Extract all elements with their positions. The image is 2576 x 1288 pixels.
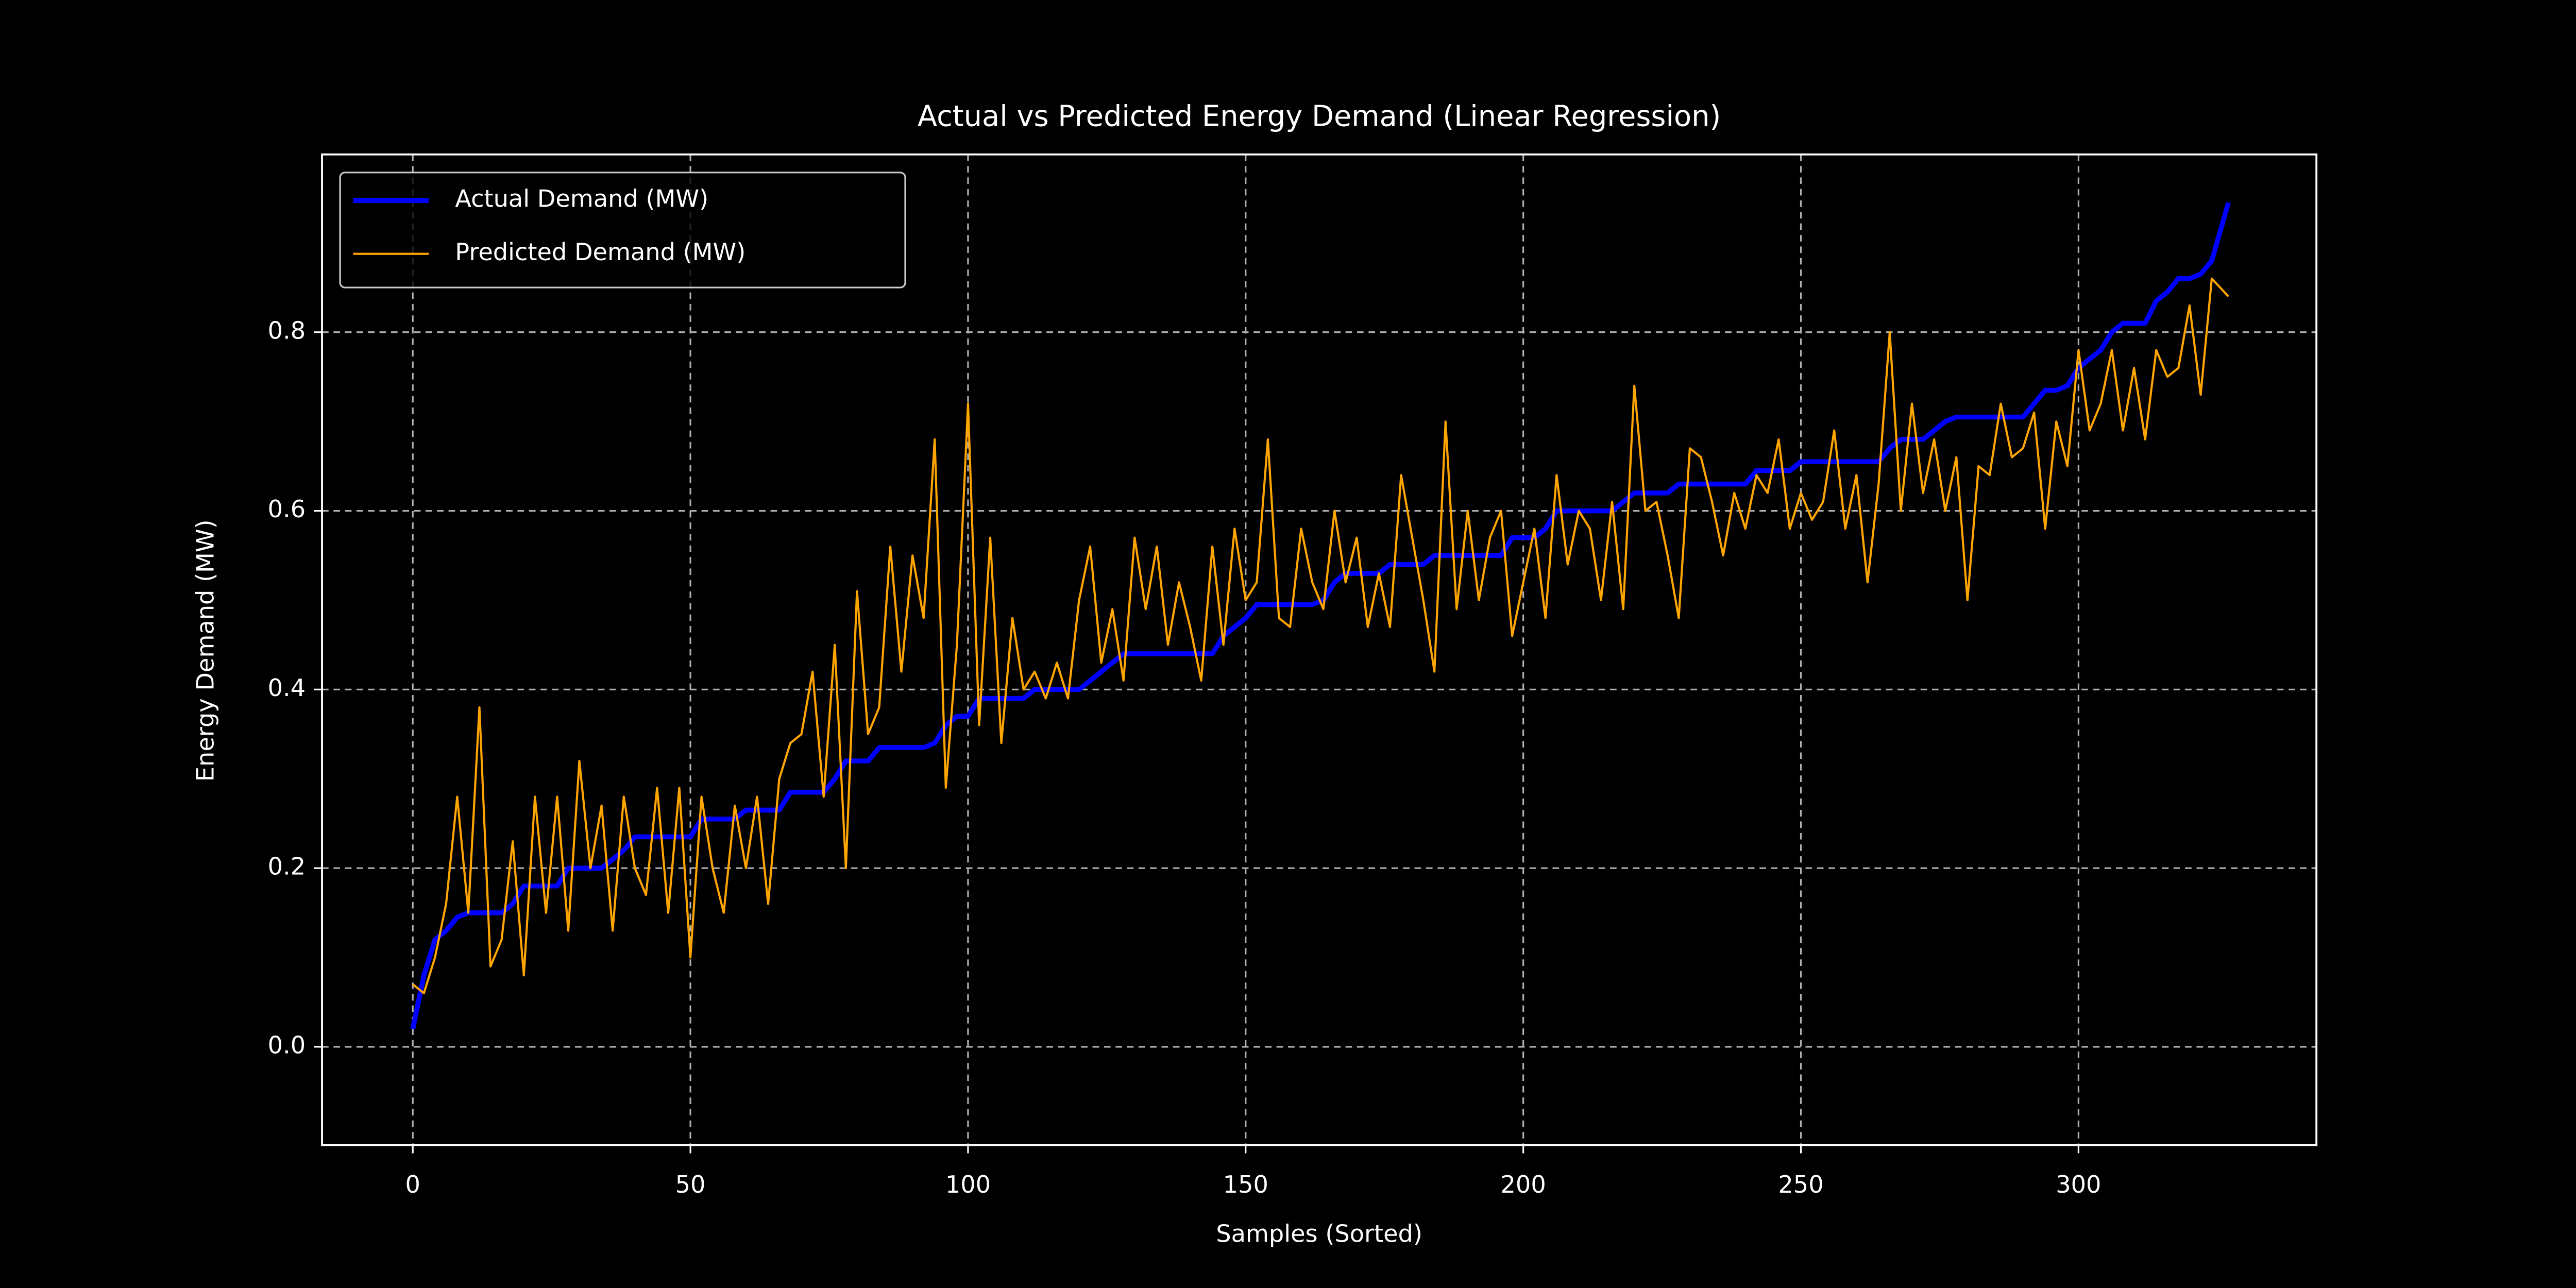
x-tick-label: 100 [945, 1171, 991, 1198]
x-tick-label: 0 [405, 1171, 420, 1198]
y-tick-label: 0.4 [268, 674, 306, 702]
x-tick-label: 200 [1501, 1171, 1546, 1198]
x-tick-label: 150 [1223, 1171, 1268, 1198]
legend-box [339, 172, 906, 289]
y-tick-label: 0.2 [268, 853, 306, 880]
chart-title: Actual vs Predicted Energy Demand (Linea… [918, 100, 1721, 133]
y-tick-label: 0.8 [268, 316, 306, 344]
y-axis-label: Energy Demand (MW) [191, 519, 219, 782]
y-tick-label: 0.6 [268, 495, 306, 523]
x-axis-label: Samples (Sorted) [1216, 1219, 1422, 1247]
legend: Actual Demand (MW) Predicted Demand (MW) [339, 172, 906, 289]
data-line [410, 202, 2231, 1030]
x-tick-label: 50 [675, 1171, 706, 1198]
x-tick-label: 300 [2056, 1171, 2101, 1198]
legend-label: Predicted Demand (MW) [455, 238, 745, 266]
y-tick-label: 0.0 [268, 1031, 306, 1059]
plot-frame [321, 153, 2318, 1146]
legend-label: Actual Demand (MW) [455, 185, 708, 213]
data-line [412, 277, 2229, 994]
x-tick-label: 250 [1778, 1171, 1823, 1198]
